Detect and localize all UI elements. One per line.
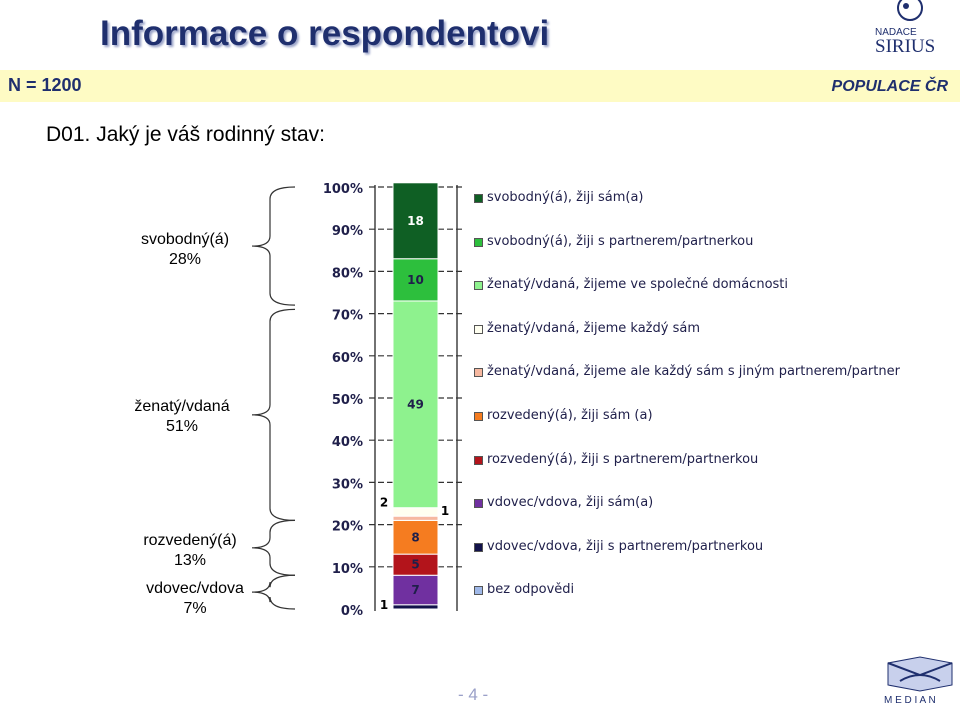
legend-label: svobodný(á), žiji s partnerem/partnerkou — [487, 233, 754, 249]
y-tick-label: 10% — [332, 562, 363, 577]
y-tick-label: 90% — [332, 224, 363, 239]
legend-swatch — [474, 194, 483, 203]
page-title: Informace o respondentovi — [100, 14, 550, 53]
group-label-married: ženatý/vdaná 51% — [112, 397, 252, 437]
data-label: 10 — [407, 273, 424, 287]
legend-swatch — [474, 281, 483, 291]
sirius-logo: NADACE SIRIUS — [875, 0, 935, 57]
legend-label: vdovec/vdova, žiji sám(a) — [487, 495, 654, 511]
group-value: 28% — [168, 251, 202, 268]
y-tick-label: 40% — [332, 435, 363, 450]
data-label: 5 — [411, 558, 419, 572]
group-label-single: svobodný(á) 28% — [115, 230, 255, 270]
group-value: 7% — [183, 600, 207, 617]
data-label: 1 — [441, 504, 449, 518]
legend-label: svobodný(á), žiji sám(a) — [487, 190, 644, 205]
y-tick-label: 20% — [332, 520, 363, 535]
sample-size-label: N = 1200 — [8, 75, 82, 95]
legend-swatch — [474, 542, 483, 552]
legend-swatch — [474, 455, 483, 465]
y-tick-label: 80% — [332, 266, 363, 281]
y-tick-label: 70% — [332, 309, 363, 324]
data-label: 2 — [380, 496, 388, 510]
legend-label: vdovec/vdova, žiji s partnerem/partnerko… — [487, 538, 764, 554]
legend-label: ženatý/vdaná, žijeme ale každý sám s jin… — [487, 364, 900, 380]
data-label: 49 — [407, 397, 424, 411]
page-number: - 4 - — [458, 685, 489, 704]
legend-label: rozvedený(á), žiji s partnerem/partnerko… — [487, 451, 759, 467]
bar-segment — [392, 300, 439, 509]
group-name: svobodný(á) — [140, 231, 230, 248]
group-value: 13% — [173, 552, 207, 569]
bar-segment — [392, 604, 439, 610]
group-name: rozvedený(á) — [143, 532, 237, 549]
group-value: 51% — [165, 418, 199, 435]
bar-segment — [392, 258, 439, 302]
bar-segment — [392, 574, 439, 606]
group-name: ženatý/vdaná — [134, 398, 230, 415]
sirius-logo-main: SIRIUS — [875, 36, 935, 57]
legend-swatch — [474, 324, 483, 334]
legend-swatch — [474, 237, 483, 247]
bar-segment — [392, 519, 439, 555]
group-brace — [251, 574, 296, 610]
data-label: 8 — [411, 530, 419, 544]
data-label: 18 — [407, 214, 424, 228]
legend-label: ženatý/vdaná, žijeme každý sám — [487, 320, 700, 336]
y-tick-label: 30% — [332, 477, 363, 492]
group-brace — [251, 186, 296, 306]
legend-label: rozvedený(á), žiji sám (a) — [487, 408, 653, 423]
legend-label: ženatý/vdaná, žijeme ve společné domácno… — [487, 277, 789, 293]
data-label: 1 — [380, 598, 388, 612]
population-label: POPULACE ČR — [831, 78, 948, 95]
sirius-logo-top: NADACE — [875, 27, 917, 38]
group-label-divorced: rozvedený(á) 13% — [120, 531, 260, 571]
legend-label: bez odpovědi — [487, 582, 575, 598]
group-label-widowed: vdovec/vdova 7% — [125, 579, 265, 619]
legend-swatch — [474, 499, 483, 509]
y-tick-label: 60% — [332, 351, 363, 366]
legend-swatch — [474, 368, 483, 378]
legend-swatch — [474, 412, 483, 421]
group-brace — [251, 519, 296, 576]
header-band — [0, 70, 960, 102]
bar-segment — [392, 182, 439, 260]
legend-swatch — [474, 586, 483, 596]
y-tick-label: 0% — [341, 604, 363, 619]
median-logo-text: M E D I A N — [884, 695, 936, 705]
data-label: 7 — [411, 583, 419, 597]
question-text: D01. Jaký je váš rodinný stav: — [46, 123, 325, 146]
bar-segment — [392, 515, 439, 521]
bar-segment — [392, 507, 439, 517]
y-tick-label: 100% — [323, 182, 363, 197]
group-name: vdovec/vdova — [146, 580, 244, 597]
group-brace — [251, 308, 296, 521]
y-tick-label: 50% — [332, 393, 363, 408]
median-logo: M E D I A N — [884, 656, 953, 705]
